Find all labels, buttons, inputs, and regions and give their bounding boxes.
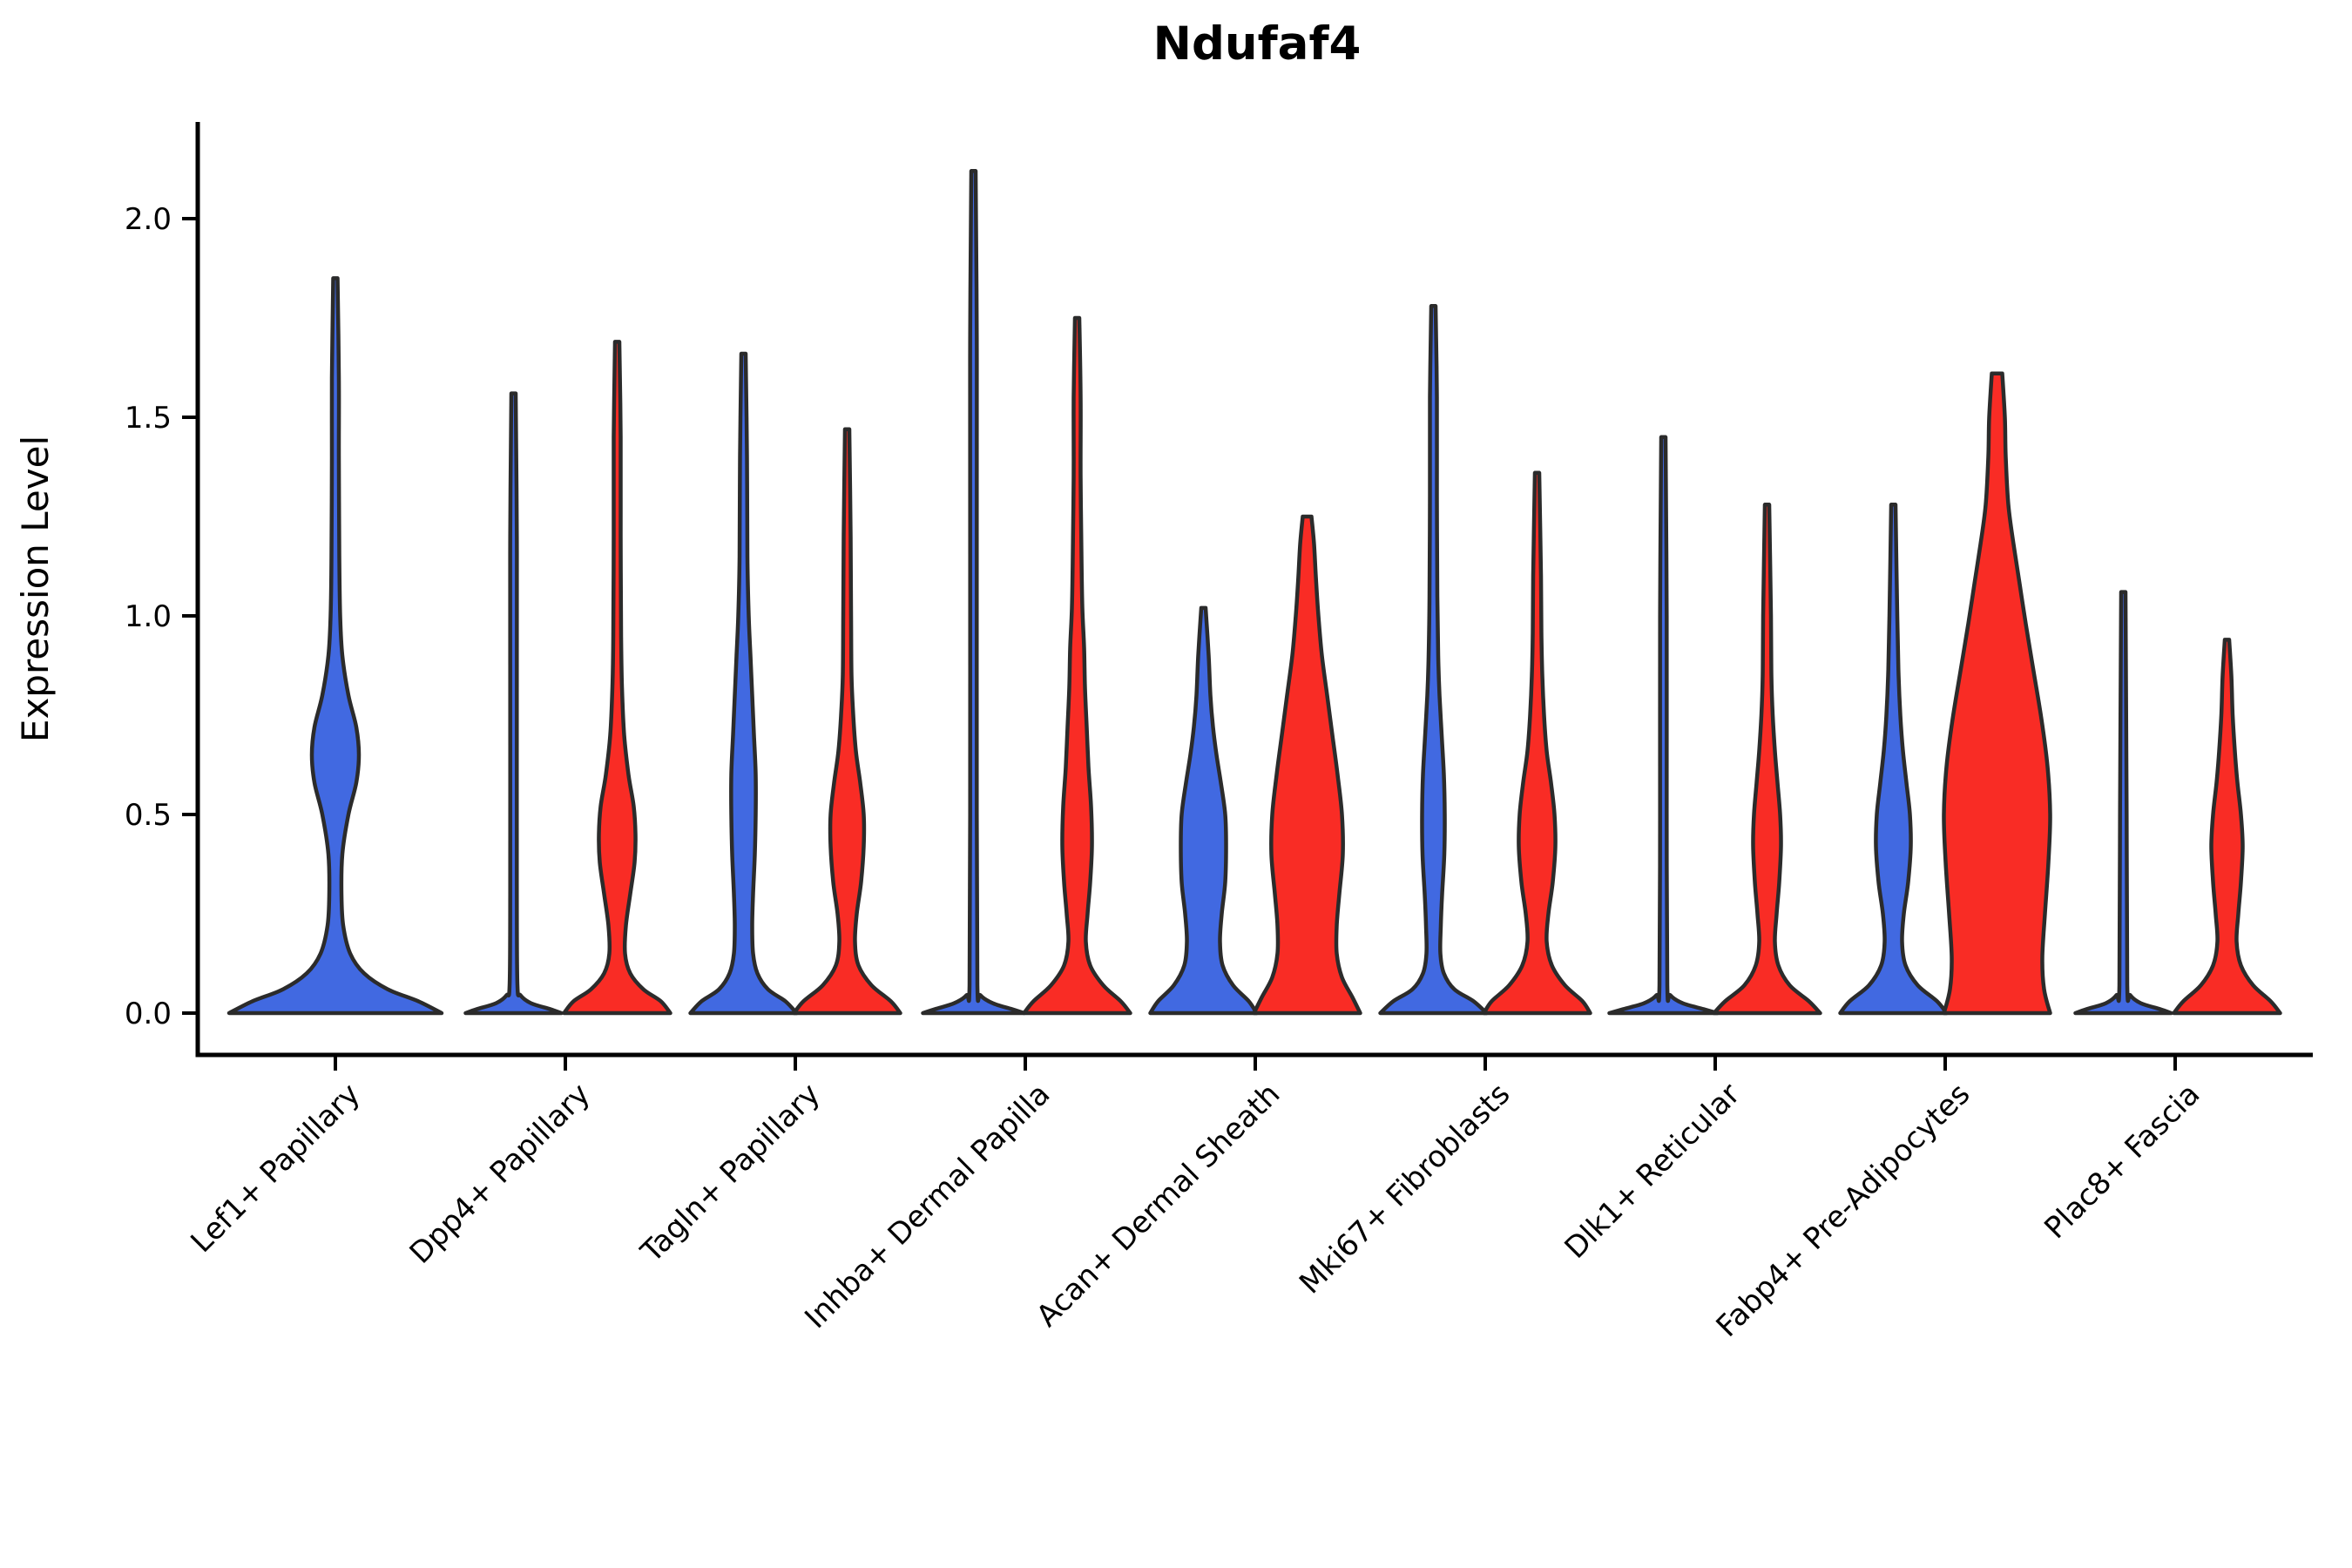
y-tick-label-0.0: 0.0: [125, 997, 172, 1031]
y-tick-label-1.5: 1.5: [125, 401, 172, 436]
violin-tagln-papillary-blue: [688, 351, 799, 1016]
violin-inhba-dermal-papilla-blue: [921, 169, 1026, 1016]
violins-layer: [226, 169, 2282, 1016]
violin-dlk1-reticular-red: [1712, 503, 1822, 1016]
x-tick-label-inhba-dermal-papilla: Inhba+ Dermal Papilla: [798, 1077, 1057, 1335]
violin-mki67-fibroblasts-blue: [1378, 304, 1489, 1016]
x-tick-label-tagln-papillary: Tagln+ Papillary: [634, 1077, 828, 1270]
y-axis-title: Expression Level: [14, 436, 57, 742]
violin-inhba-dermal-papilla-red: [1022, 315, 1132, 1016]
x-tick-label-acan-dermal-sheath: Acan+ Dermal Sheath: [1030, 1077, 1287, 1334]
y-tick-label-0.5: 0.5: [125, 798, 172, 833]
violin-acan-dermal-sheath-red: [1252, 514, 1362, 1016]
x-tick-label-dpp4-papillary: Dpp4+ Papillary: [403, 1077, 598, 1271]
x-tick-label-plac8-fascia: Plac8+ Fascia: [2038, 1077, 2207, 1246]
x-tick-label-dlk1-reticular: Dlk1+ Reticular: [1558, 1077, 1747, 1266]
violin-fabp4-pre-adipocytes-red: [1942, 371, 2052, 1016]
y-tick-label-1.0: 1.0: [125, 599, 172, 634]
violin-dpp4-papillary-blue: [463, 391, 564, 1016]
axes-layer: [182, 122, 2313, 1071]
x-tick-label-lef1-papillary: Lef1+ Papillary: [184, 1077, 367, 1260]
violin-mki67-fibroblasts-red: [1482, 470, 1592, 1016]
violin-tagln-papillary-red: [792, 427, 902, 1016]
violin-dlk1-reticular-blue: [1607, 435, 1720, 1016]
y-tick-label-2.0: 2.0: [125, 202, 172, 237]
violin-dpp4-papillary-red: [562, 340, 672, 1016]
chart-title: Ndufaf4: [1153, 17, 1362, 71]
x-tick-label-mki67-fibroblasts: Mki67+ Fibroblasts: [1293, 1077, 1517, 1301]
violin-plac8-fascia-blue: [2073, 590, 2173, 1016]
x-tick-label-fabp4-pre-adipocytes: Fabp4+ Pre-Adipocytes: [1710, 1077, 1977, 1344]
violin-acan-dermal-sheath-blue: [1148, 605, 1259, 1016]
violin-lef1-papillary-blue: [226, 276, 444, 1016]
violin-plac8-fascia-red: [2172, 638, 2282, 1016]
violin-fabp4-pre-adipocytes-blue: [1838, 503, 1949, 1016]
